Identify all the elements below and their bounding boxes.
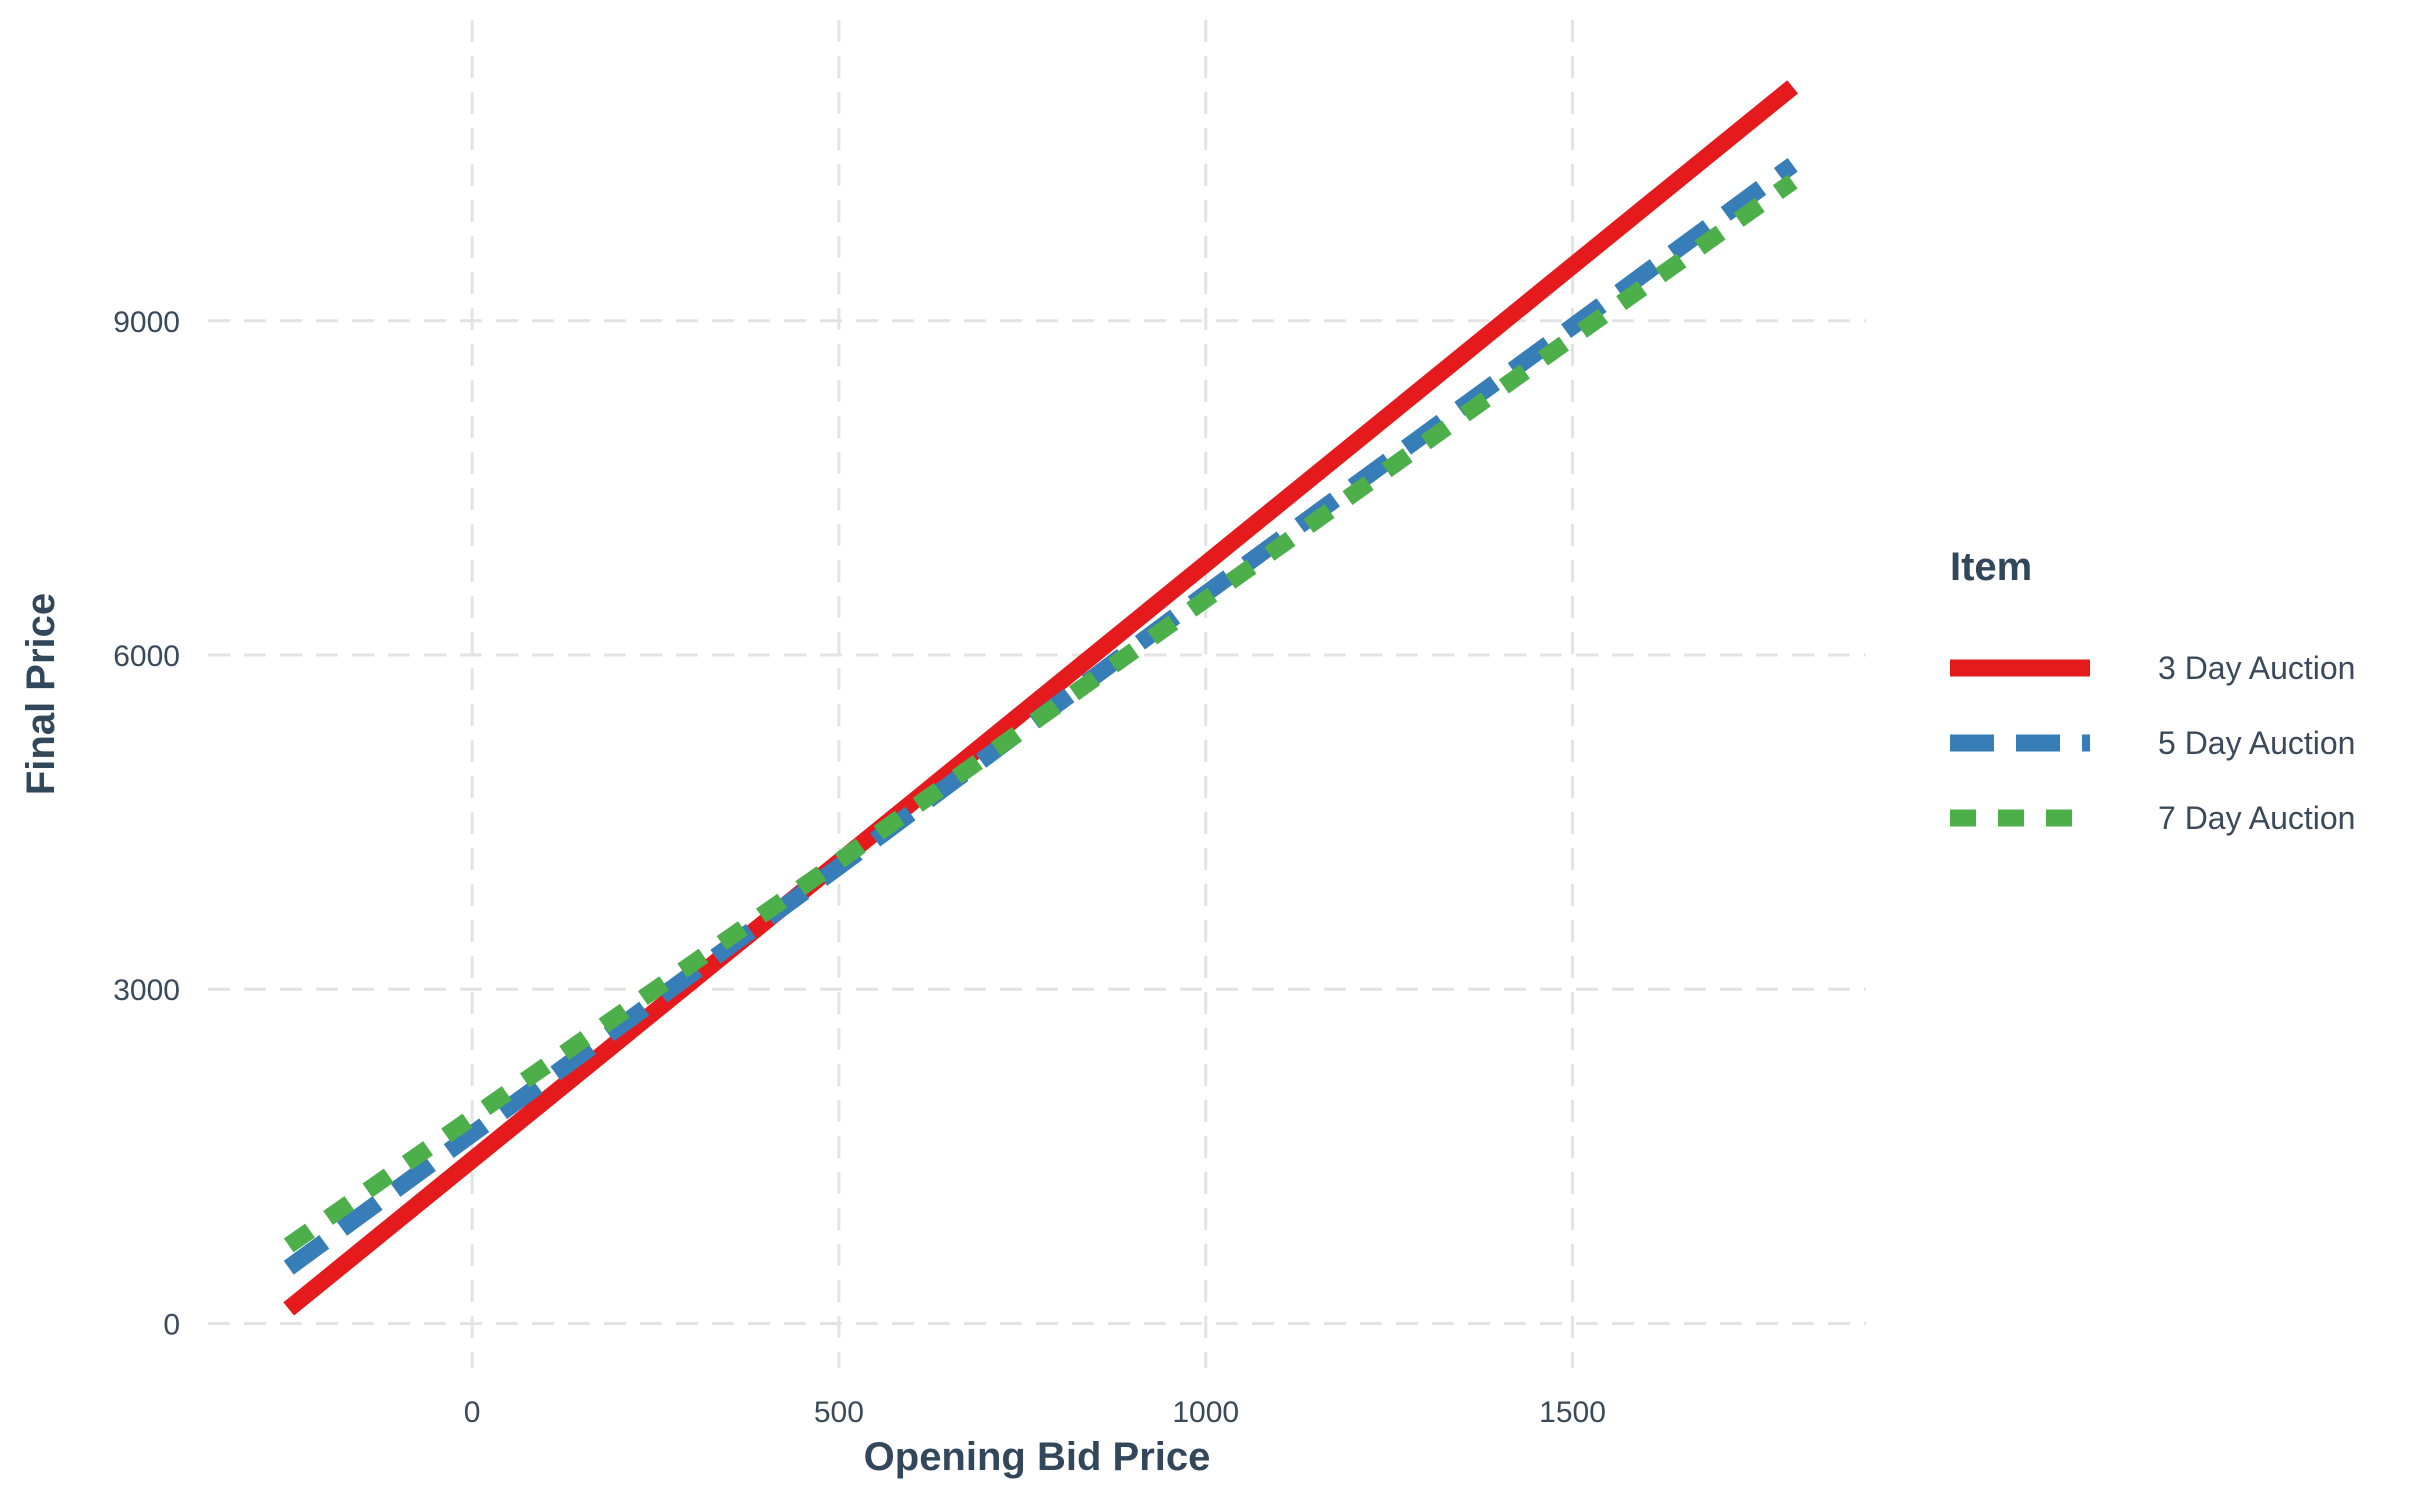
y-tick-label: 9000	[113, 306, 180, 339]
x-tick-label: 1500	[1539, 1396, 1606, 1429]
series-line-1	[283, 80, 1798, 1316]
legend-items: 3 Day Auction 5 Day Auction 7 Day Auction	[1950, 650, 2355, 836]
x-axis-title: Opening Bid Price	[864, 1435, 1211, 1479]
y-tick-label: 6000	[113, 640, 180, 673]
y-axis-title: Final Price	[19, 593, 63, 795]
legend: Item 3 Day Auction 5 Day Auction 7 Day Auc…	[1950, 545, 2355, 836]
series-lines	[283, 80, 1798, 1316]
x-tick-label: 1000	[1172, 1396, 1239, 1429]
y-tick-label: 3000	[113, 974, 180, 1007]
legend-label-3: 7 Day Auction	[2158, 800, 2355, 836]
series-line-3	[283, 174, 1798, 1253]
x-tick-label: 0	[464, 1396, 481, 1429]
y-tick-label: 0	[163, 1308, 180, 1341]
legend-label-2: 5 Day Auction	[2158, 725, 2355, 761]
legend-label-1: 3 Day Auction	[2158, 650, 2355, 686]
legend-title: Item	[1950, 545, 2032, 589]
x-tick-label: 500	[814, 1396, 864, 1429]
tick-labels: 0 500 1000 1500 0 3000 6000 9000	[113, 306, 1606, 1429]
